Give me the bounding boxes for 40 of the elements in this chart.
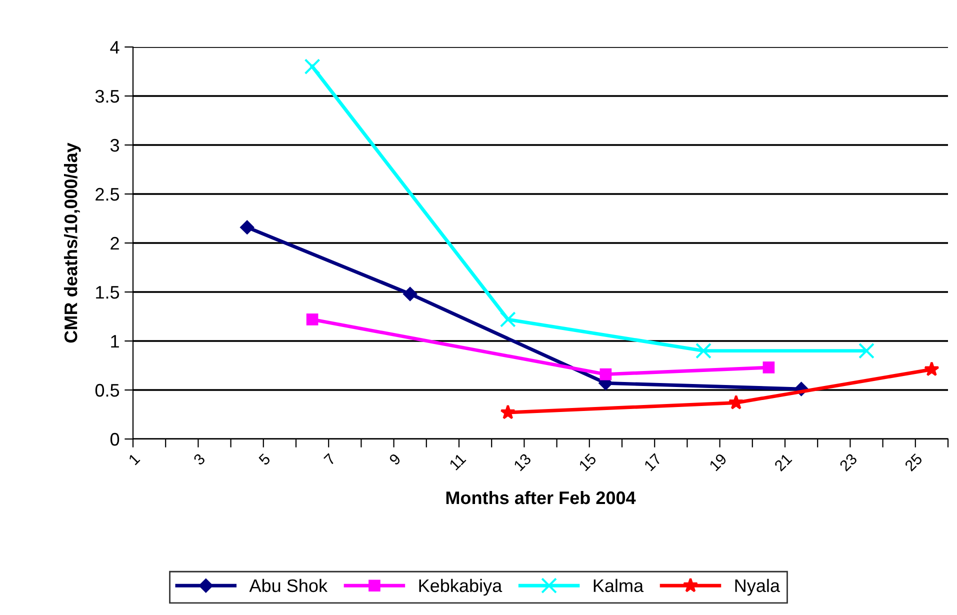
y-tick-label: 4 bbox=[110, 41, 120, 54]
x-tick-label: 3 bbox=[192, 452, 206, 466]
point bbox=[304, 58, 320, 75]
x-tick-label: 7 bbox=[324, 453, 336, 466]
point bbox=[696, 342, 712, 359]
point bbox=[858, 342, 874, 359]
x-tick-label: 15 bbox=[578, 453, 597, 472]
y-tick-label: 2 bbox=[110, 236, 119, 250]
x-tick-label: 9 bbox=[388, 452, 402, 466]
legend-label: Kalma bbox=[594, 578, 644, 592]
x-tick-label: 11 bbox=[449, 453, 466, 470]
y-axis-title: CMR deaths/10,000/day bbox=[64, 142, 81, 343]
y-tick-label: 0.5 bbox=[95, 384, 120, 397]
point bbox=[600, 368, 612, 380]
point bbox=[728, 394, 744, 410]
x-tick-label: 5 bbox=[258, 453, 271, 466]
y-tick-label: 1.5 bbox=[96, 286, 120, 299]
y-tick-label: 1 bbox=[111, 335, 119, 348]
point bbox=[240, 220, 254, 234]
x-tick-label: 19 bbox=[708, 452, 728, 472]
y-tick-label: 0 bbox=[110, 432, 120, 446]
y-tick-label: 3 bbox=[110, 138, 120, 152]
x-axis-title: Months after Feb 2004 bbox=[446, 490, 636, 504]
point bbox=[500, 311, 516, 328]
x-tick-label: 13 bbox=[513, 452, 532, 472]
legend-label: Nyala bbox=[735, 578, 780, 596]
point bbox=[924, 361, 940, 376]
point bbox=[306, 314, 318, 326]
point bbox=[500, 404, 516, 420]
x-tick-label: 17 bbox=[644, 453, 662, 472]
point bbox=[762, 362, 775, 374]
x-tick-label: 25 bbox=[904, 452, 923, 472]
y-tick-label: 2.5 bbox=[96, 188, 120, 201]
x-tick-label: 21 bbox=[774, 453, 792, 472]
legend-label: Kebkabiya bbox=[419, 578, 502, 596]
x-tick-label: 1 bbox=[128, 453, 140, 466]
point bbox=[403, 287, 418, 301]
legend-label: Abu Shok bbox=[249, 578, 328, 592]
y-tick-label: 3.5 bbox=[95, 90, 120, 103]
x-tick-label: 23 bbox=[839, 452, 858, 472]
